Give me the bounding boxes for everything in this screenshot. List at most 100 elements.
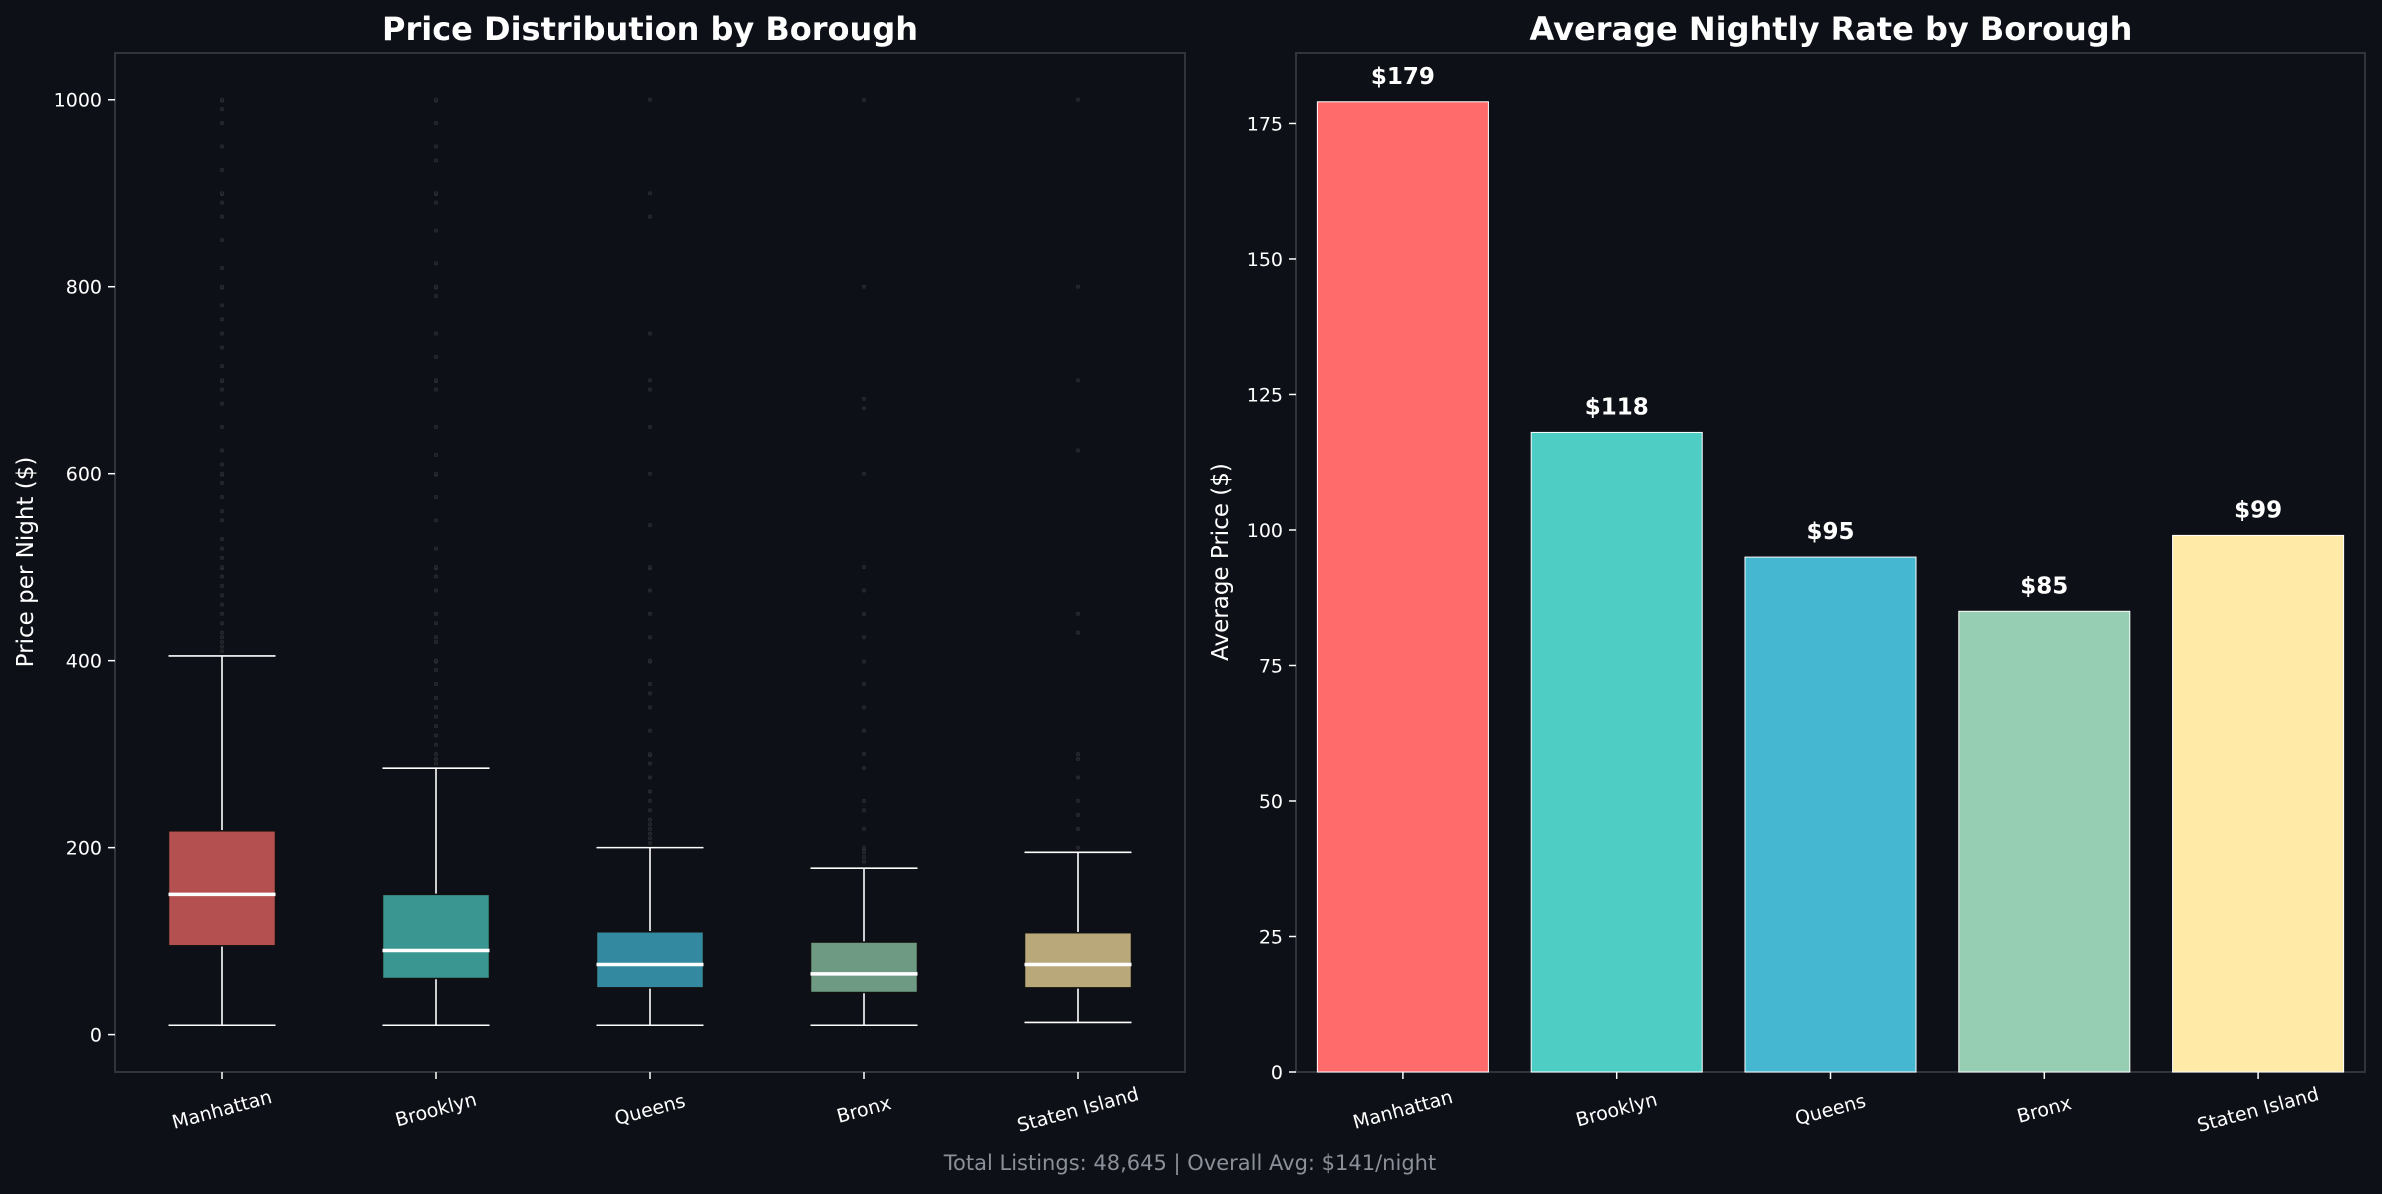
bar-ytick-label: 0 xyxy=(1271,1062,1283,1084)
box-outlier-point xyxy=(219,284,224,289)
bar-chart-title: Average Nightly Rate by Borough xyxy=(1530,10,2133,48)
bar-ytick-label: 125 xyxy=(1247,384,1283,406)
footer-summary: Total Listings: 48,645 | Overall Avg: $1… xyxy=(943,1151,1436,1176)
box-outlier-point xyxy=(219,214,224,219)
box-outlier-point xyxy=(862,659,867,664)
box-outlier-point xyxy=(862,565,867,570)
box-outlier-point xyxy=(648,635,653,640)
box-outlier-point xyxy=(648,97,653,102)
box-outlier-point xyxy=(433,668,438,673)
box-outlier-point xyxy=(433,696,438,701)
box-outlier-point xyxy=(433,724,438,729)
box-outlier-point xyxy=(862,728,867,733)
box-chart-title: Price Distribution by Borough xyxy=(382,10,918,48)
box-ytick-label: 600 xyxy=(66,464,102,486)
box-outlier-point xyxy=(433,158,438,163)
box-outlier-point xyxy=(1076,448,1081,453)
box-outlier-point xyxy=(219,611,224,616)
bar-manhattan xyxy=(1316,101,1489,1073)
box-outlier-point xyxy=(219,565,224,570)
box-outlier-point xyxy=(219,387,224,392)
box-outlier-point xyxy=(433,714,438,719)
bar-data-label: $118 xyxy=(1585,394,1649,420)
box-outlier-point xyxy=(648,817,653,822)
box-outlier-point xyxy=(433,742,438,747)
box-outlier-point xyxy=(433,228,438,233)
box-outlier-point xyxy=(219,121,224,126)
box-iqr xyxy=(381,893,491,980)
box-outlier-point xyxy=(648,191,653,196)
box-outlier-point xyxy=(862,850,867,855)
box-outlier-point xyxy=(862,471,867,476)
box-outlier-point xyxy=(219,621,224,626)
box-outlier-point xyxy=(219,546,224,551)
box-outlier-point xyxy=(1076,826,1081,831)
bar-queens xyxy=(1744,556,1917,1073)
box-iqr xyxy=(595,931,705,989)
bar-ytick-label: 100 xyxy=(1247,520,1283,542)
box-outlier-point xyxy=(1076,284,1081,289)
box-outlier-point xyxy=(433,733,438,738)
box-outlier-point xyxy=(219,481,224,486)
box-outlier-point xyxy=(648,840,653,845)
box-outlier-point xyxy=(862,752,867,757)
box-outlier-point xyxy=(648,808,653,813)
box-outlier-point xyxy=(1076,756,1081,761)
box-chart-ylabel: Price per Night ($) xyxy=(13,457,39,668)
box-outlier-point xyxy=(219,471,224,476)
box-outlier-point xyxy=(862,766,867,771)
box-outlier-point xyxy=(219,331,224,336)
box-outlier-point xyxy=(1076,775,1081,780)
box-outlier-point xyxy=(862,798,867,803)
box-outlier-point xyxy=(862,97,867,102)
box-outlier-point xyxy=(648,798,653,803)
box-outlier-point xyxy=(648,826,653,831)
bar-chart: Average Nightly Rate by Borough Average … xyxy=(1208,10,2366,1137)
box-outlier-point xyxy=(433,756,438,761)
box-outlier-point xyxy=(219,518,224,523)
box-outlier-point xyxy=(219,317,224,322)
bar-bronx xyxy=(1958,610,2131,1073)
box-outlier-point xyxy=(862,845,867,850)
bar-ytick-label: 50 xyxy=(1259,791,1283,813)
box-outlier-point xyxy=(648,523,653,528)
box-outlier-point xyxy=(219,462,224,467)
box-ytick-label: 200 xyxy=(66,838,102,860)
box-outlier-point xyxy=(1076,97,1081,102)
box-outlier-point xyxy=(219,167,224,172)
box-queens xyxy=(595,97,705,1027)
bar-brooklyn xyxy=(1530,431,1703,1073)
box-outlier-point xyxy=(433,658,438,663)
box-outlier-point xyxy=(648,822,653,827)
box-ytick-label: 1000 xyxy=(54,90,102,112)
box-outlier-point xyxy=(862,859,867,864)
box-brooklyn xyxy=(381,97,491,1027)
box-outlier-point xyxy=(648,775,653,780)
bar-data-label: $99 xyxy=(2234,497,2282,523)
box-outlier-point xyxy=(219,424,224,429)
box-outlier-point xyxy=(219,537,224,542)
box-iqr xyxy=(1023,931,1133,989)
box-outlier-point xyxy=(433,452,438,457)
box-outlier-point xyxy=(648,387,653,392)
box-outlier-point xyxy=(219,639,224,644)
box-outlier-point xyxy=(433,621,438,626)
box-iqr xyxy=(167,830,277,947)
box-chart: Price Distribution by Borough Price per … xyxy=(13,10,1186,1137)
bar-ytick-label: 175 xyxy=(1247,113,1283,135)
box-outlier-point xyxy=(862,611,867,616)
box-outlier-point xyxy=(1076,752,1081,757)
box-outlier-point xyxy=(219,200,224,205)
box-outlier-point xyxy=(219,401,224,406)
box-outlier-point xyxy=(862,826,867,831)
box-ytick-label: 400 xyxy=(66,651,102,673)
box-outlier-point xyxy=(648,682,653,687)
box-outlier-point xyxy=(219,635,224,640)
box-outlier-point xyxy=(433,761,438,766)
box-outlier-point xyxy=(433,565,438,570)
box-outlier-point xyxy=(433,284,438,289)
box-outlier-point xyxy=(433,611,438,616)
box-outlier-point xyxy=(648,836,653,841)
box-outlier-point xyxy=(433,354,438,359)
box-outlier-point xyxy=(862,705,867,710)
